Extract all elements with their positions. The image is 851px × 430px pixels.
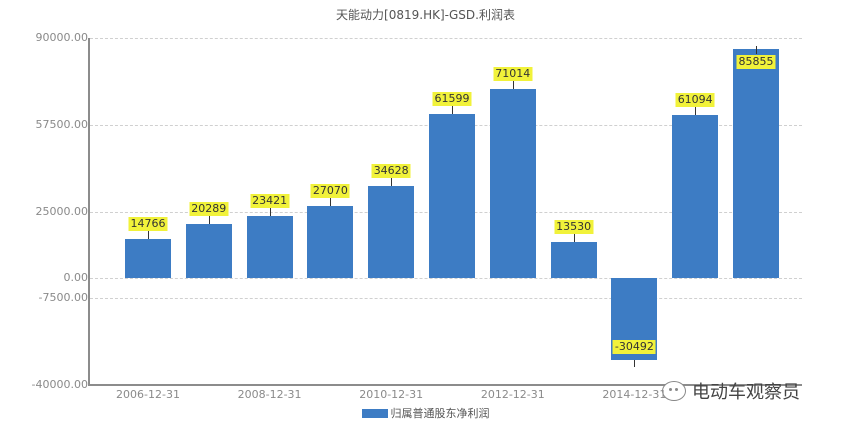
y-tick-label: 25000.00 bbox=[35, 204, 89, 218]
bar bbox=[429, 113, 475, 279]
bar-tick bbox=[695, 107, 697, 116]
bar bbox=[185, 224, 232, 279]
bar bbox=[550, 242, 597, 279]
y-tick-label: 57500.00 bbox=[35, 117, 89, 131]
bar bbox=[733, 49, 779, 279]
y-tick-label: -40000.00 bbox=[31, 378, 88, 391]
bar-tick bbox=[634, 359, 636, 367]
data-label: 13530 bbox=[554, 220, 594, 235]
legend: 归属普通股东净利润 bbox=[0, 405, 851, 421]
bar-tick bbox=[208, 216, 210, 225]
x-tick-label: 2014-12-31 bbox=[602, 388, 667, 401]
data-label: -30492 bbox=[612, 339, 656, 354]
y-axis bbox=[88, 38, 90, 386]
bar bbox=[489, 88, 536, 279]
grid-line bbox=[90, 298, 802, 300]
bar-tick bbox=[512, 80, 514, 89]
bar-tick bbox=[756, 46, 757, 55]
legend-label: 归属普通股东净利润 bbox=[390, 407, 490, 420]
y-tick-label: 0.00 bbox=[63, 271, 89, 285]
data-label: 85855 bbox=[736, 55, 776, 70]
legend-swatch bbox=[361, 408, 388, 418]
watermark: 电动车观察员 bbox=[662, 378, 800, 404]
bar-tick bbox=[330, 197, 332, 206]
bar-tick bbox=[573, 234, 575, 243]
y-tick-label: 90000.00 bbox=[35, 31, 89, 44]
bar-tick bbox=[148, 230, 149, 239]
data-label: 23421 bbox=[250, 193, 290, 208]
grid-line bbox=[90, 278, 802, 280]
x-axis bbox=[88, 384, 802, 386]
data-label: 20289 bbox=[189, 202, 229, 217]
data-label: 27070 bbox=[310, 183, 350, 198]
data-label: 71014 bbox=[493, 66, 533, 81]
wechat-icon bbox=[662, 381, 686, 401]
y-tick-label: -7500.00 bbox=[38, 291, 88, 305]
watermark-text: 电动车观察员 bbox=[692, 382, 800, 403]
x-tick-label: 2008-12-31 bbox=[237, 388, 302, 401]
x-tick-label: 2006-12-31 bbox=[116, 388, 180, 401]
data-label: 34628 bbox=[371, 163, 411, 178]
chart-title: 天能动力[0819.HK]-GSD.利润表 bbox=[336, 8, 515, 22]
bar bbox=[307, 205, 354, 279]
bar bbox=[246, 215, 293, 279]
bar-tick bbox=[269, 207, 271, 216]
x-tick-label: 2010-12-31 bbox=[359, 388, 424, 401]
data-label: 61599 bbox=[432, 91, 472, 106]
bar bbox=[672, 115, 719, 279]
data-label: 61094 bbox=[675, 93, 715, 108]
x-tick-label: 2012-12-31 bbox=[480, 388, 545, 401]
data-label: 14766 bbox=[128, 216, 168, 231]
bar bbox=[125, 238, 171, 279]
bar-tick bbox=[452, 105, 453, 114]
bar-tick bbox=[391, 177, 393, 186]
grid-line bbox=[90, 38, 802, 39]
bar bbox=[368, 185, 415, 279]
